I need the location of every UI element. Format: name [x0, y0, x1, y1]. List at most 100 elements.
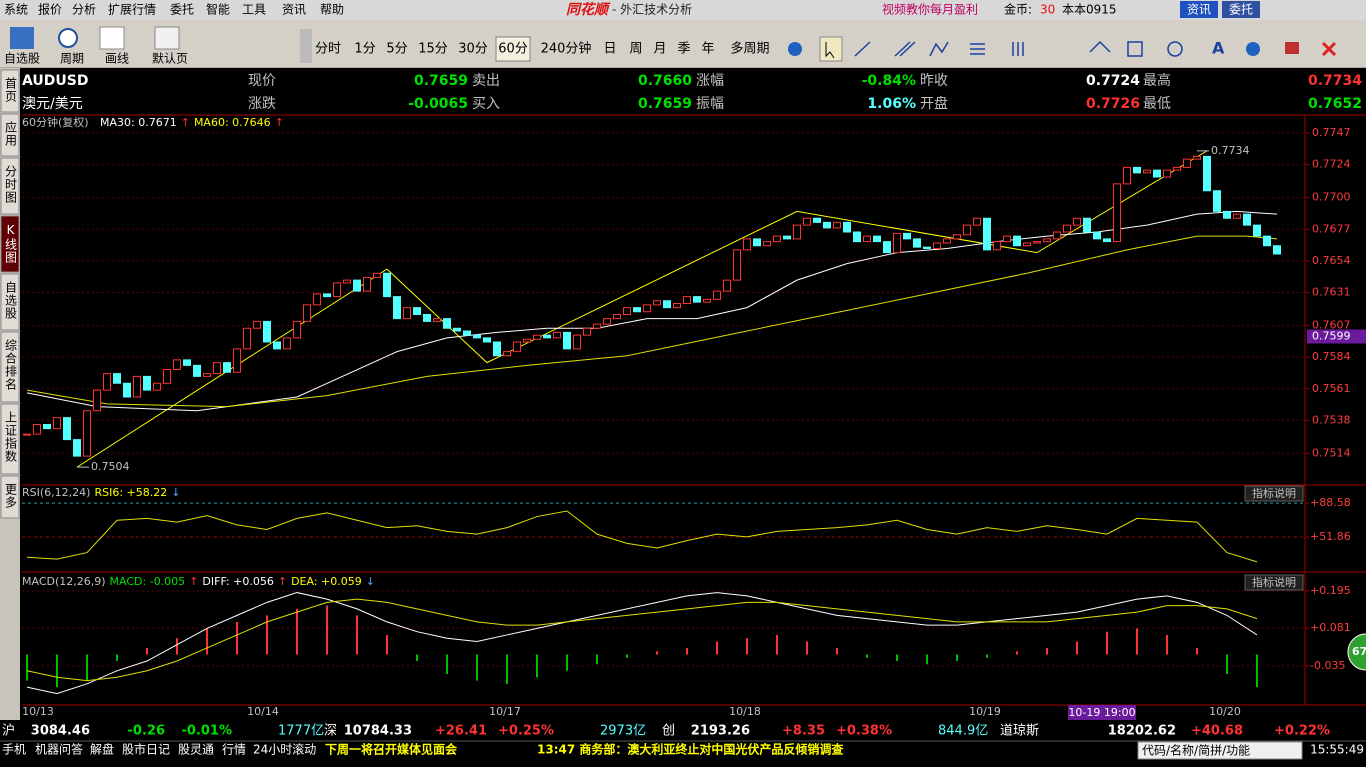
- badge[interactable]: [1347, 633, 1366, 671]
- side-tab[interactable]: [0, 69, 20, 113]
- status-link[interactable]: 行情: [222, 743, 246, 757]
- side-tab[interactable]: [0, 113, 20, 157]
- period-button[interactable]: 多周期: [730, 41, 769, 57]
- side-tab[interactable]: [0, 403, 20, 475]
- quote-value: 0.7726: [1086, 96, 1140, 112]
- icon-home[interactable]: [154, 26, 180, 50]
- side-tab-label[interactable]: 分时图: [4, 165, 18, 204]
- settings-icon[interactable]: [788, 42, 802, 56]
- toolbar-label[interactable]: 默认页: [152, 51, 188, 66]
- clock: 15:55:49: [1310, 743, 1364, 757]
- news-item[interactable]: 下周一将召开媒体见面会: [325, 742, 458, 757]
- tool-channel[interactable]: [1089, 40, 1111, 53]
- period-button[interactable]: 周: [629, 42, 642, 57]
- candle: [793, 224, 801, 240]
- candle: [763, 241, 771, 247]
- cursor-tool[interactable]: [819, 36, 843, 62]
- menu-item[interactable]: 帮助: [320, 3, 344, 17]
- menu-item[interactable]: 分析: [72, 3, 96, 17]
- side-tab-label[interactable]: 综合排名: [4, 339, 18, 391]
- status-link[interactable]: 股灵通: [178, 743, 214, 757]
- tool-rect[interactable]: [1127, 41, 1143, 57]
- side-tab-label[interactable]: 首页: [4, 77, 18, 103]
- menu-item[interactable]: 资讯: [282, 3, 306, 17]
- top-button[interactable]: [1180, 1, 1218, 18]
- search-placeholder[interactable]: 代码/名称/简拼/功能: [1142, 743, 1250, 758]
- period-button[interactable]: 日: [603, 42, 616, 57]
- period-button[interactable]: 年: [701, 42, 714, 57]
- side-tab[interactable]: [0, 475, 20, 519]
- help-label[interactable]: 指标说明: [1252, 486, 1296, 500]
- period-button[interactable]: 1分: [354, 42, 375, 57]
- tool-gann[interactable]: [1012, 42, 1024, 56]
- news-item[interactable]: 13:47 商务部：澳大利亚终止对中国光伏产品反倾销调查: [537, 742, 844, 757]
- x-tick-label: 10/20: [1209, 705, 1241, 718]
- help-button[interactable]: [1244, 485, 1304, 502]
- period-button[interactable]: 分时: [315, 42, 341, 57]
- menu-item[interactable]: 智能: [206, 2, 230, 17]
- period-button[interactable]: 季: [677, 42, 690, 57]
- candle: [473, 334, 481, 339]
- period-button[interactable]: 30分: [458, 42, 488, 57]
- rsi-line: [26, 510, 1258, 563]
- candle: [253, 320, 261, 329]
- side-tab-label[interactable]: 自选股: [4, 281, 18, 320]
- tool-circle[interactable]: [1167, 41, 1183, 57]
- macd-legend-item: MACD: -0.005: [110, 575, 186, 588]
- icon-period[interactable]: [58, 28, 78, 48]
- menu-item[interactable]: 系统: [4, 3, 28, 17]
- ticker-change: +8.35: [782, 724, 825, 739]
- side-tab[interactable]: [0, 273, 20, 331]
- rsi-legend: RSI(6,12,24): [22, 486, 90, 499]
- macd-legend-item: ↑: [278, 575, 287, 588]
- menu-item[interactable]: 扩展行情: [108, 3, 156, 17]
- toolbar-label[interactable]: 自选股: [4, 52, 40, 66]
- ticker-change: +40.68: [1191, 724, 1243, 739]
- period-button[interactable]: 15分: [418, 42, 448, 57]
- candle: [423, 314, 431, 322]
- tool-mark[interactable]: [1285, 42, 1299, 54]
- quote-label: 开盘: [920, 95, 948, 112]
- help-label[interactable]: 指标说明: [1252, 575, 1296, 589]
- status-link[interactable]: 解盘: [90, 742, 114, 757]
- top-button-label[interactable]: 资讯: [1187, 3, 1211, 17]
- candle: [1253, 224, 1261, 237]
- candle: [1053, 231, 1061, 240]
- tool-parallel[interactable]: [894, 41, 916, 57]
- promo-link[interactable]: 视频教你每月盈利: [882, 2, 978, 17]
- period-button[interactable]: 5分: [386, 42, 407, 57]
- period-button[interactable]: 240分钟: [541, 41, 592, 57]
- candle: [483, 337, 491, 343]
- toolbar-label[interactable]: 周期: [60, 52, 84, 66]
- help-button[interactable]: [1244, 574, 1304, 591]
- status-link[interactable]: 24小时滚动: [253, 742, 316, 757]
- period-button[interactable]: 60分: [498, 42, 528, 57]
- candle: [363, 276, 371, 292]
- side-tab[interactable]: [0, 157, 20, 215]
- tool-fib[interactable]: [970, 43, 985, 55]
- tool-line[interactable]: [854, 41, 871, 57]
- icon-draw[interactable]: [99, 26, 125, 50]
- menu-item[interactable]: 委托: [170, 3, 194, 17]
- icon-watchlist[interactable]: [10, 27, 34, 49]
- toolbar-label[interactable]: 画线: [105, 52, 129, 66]
- side-tab-label[interactable]: 上证指数: [4, 411, 18, 463]
- side-tab-label[interactable]: 应用: [4, 120, 18, 147]
- tool-wave[interactable]: [929, 41, 949, 57]
- tool-delete[interactable]: [1321, 41, 1337, 57]
- top-button-label[interactable]: 委托: [1229, 3, 1253, 17]
- menu-item[interactable]: 工具: [242, 3, 266, 17]
- top-button[interactable]: [1222, 1, 1260, 18]
- period-button[interactable]: 月: [653, 42, 666, 57]
- status-link[interactable]: 手机: [2, 743, 26, 757]
- side-tab-label[interactable]: K线图: [4, 223, 18, 264]
- tool-text[interactable]: A: [1212, 39, 1225, 58]
- search-box[interactable]: [1137, 741, 1303, 760]
- status-link[interactable]: 机器问答: [35, 742, 83, 757]
- side-tab[interactable]: [0, 331, 20, 403]
- side-tab-label[interactable]: 更多: [4, 483, 18, 509]
- tool-settings[interactable]: [1246, 42, 1260, 56]
- status-link[interactable]: 股市日记: [122, 742, 170, 757]
- side-tab[interactable]: [0, 215, 20, 273]
- menu-item[interactable]: 报价: [38, 2, 62, 17]
